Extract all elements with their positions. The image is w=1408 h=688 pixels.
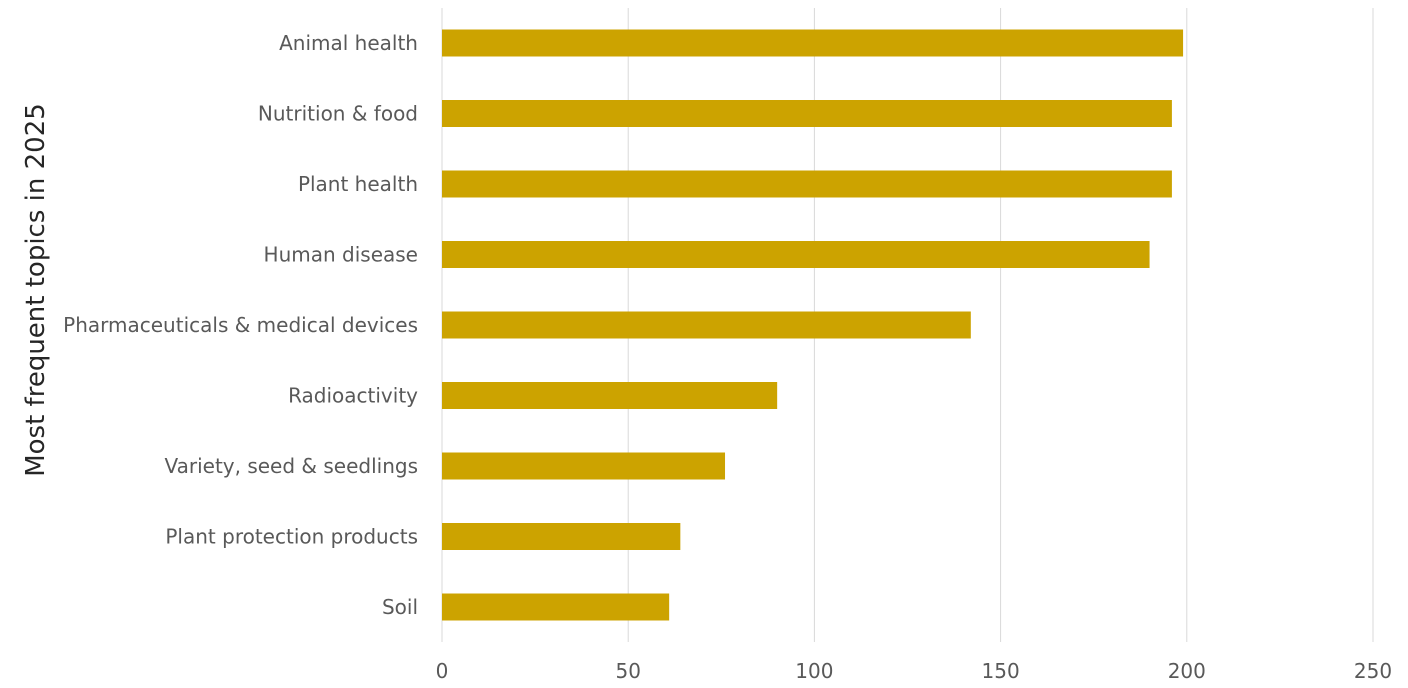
category-label: Radioactivity — [288, 384, 418, 408]
bar — [442, 452, 726, 480]
category-label: Pharmaceuticals & medical devices — [63, 313, 418, 337]
bar — [442, 382, 778, 409]
category-label: Soil — [382, 595, 418, 619]
bar — [442, 100, 1172, 127]
category-label: Human disease — [264, 243, 418, 267]
x-tick-label: 200 — [1168, 659, 1206, 683]
bar — [442, 29, 1184, 57]
x-tick-label: 250 — [1354, 659, 1392, 683]
bar — [442, 170, 1172, 198]
x-tick-label: 150 — [982, 659, 1020, 683]
x-tick-label: 50 — [615, 659, 640, 683]
bar — [442, 523, 681, 550]
bar — [442, 593, 670, 621]
category-labels: Animal health Nutrition & food Plant healt… — [63, 31, 418, 619]
x-tick-label: 100 — [795, 659, 833, 683]
bars — [442, 29, 1184, 621]
category-label: Nutrition & food — [258, 102, 418, 126]
bar — [442, 311, 971, 339]
category-label: Plant protection products — [165, 525, 418, 549]
category-label: Plant health — [298, 172, 418, 196]
category-label: Variety, seed & seedlings — [164, 454, 418, 478]
y-axis-title: Most frequent topics in 2025 — [21, 103, 51, 477]
bar — [442, 241, 1150, 268]
category-label: Animal health — [279, 31, 418, 55]
x-tick-label: 0 — [436, 659, 449, 683]
x-tick-labels: 0 50 100 150 200 250 — [436, 659, 1392, 683]
